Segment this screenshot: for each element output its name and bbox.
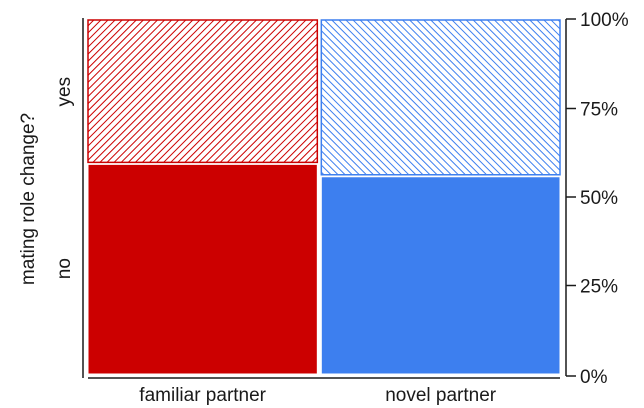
- cell-familiar-partner-yes: [87, 19, 319, 164]
- mosaic-cells: [87, 19, 561, 375]
- level-label-yes: yes: [54, 77, 75, 107]
- category-label: novel partner: [385, 385, 497, 406]
- right-axis-tick-label: 75%: [580, 100, 618, 121]
- cell-familiar-partner-no: [87, 163, 318, 375]
- right-axis-tick-label: 0%: [580, 367, 608, 388]
- level-labels: no yes: [54, 77, 75, 279]
- level-label-no: no: [54, 258, 75, 279]
- right-percent-axis: 0% 25% 50% 75% 100%: [565, 10, 629, 388]
- right-axis-tick-label: 50%: [580, 188, 618, 209]
- category-labels: familiar partner novel partner: [139, 385, 496, 406]
- cell-novel-partner-no: [320, 176, 561, 375]
- category-label: familiar partner: [139, 385, 266, 406]
- y-axis-title: mating role change?: [18, 113, 39, 285]
- right-axis-tick-label: 100%: [580, 10, 629, 31]
- right-axis-tick-label: 25%: [580, 277, 618, 298]
- cell-novel-partner-yes: [320, 19, 561, 176]
